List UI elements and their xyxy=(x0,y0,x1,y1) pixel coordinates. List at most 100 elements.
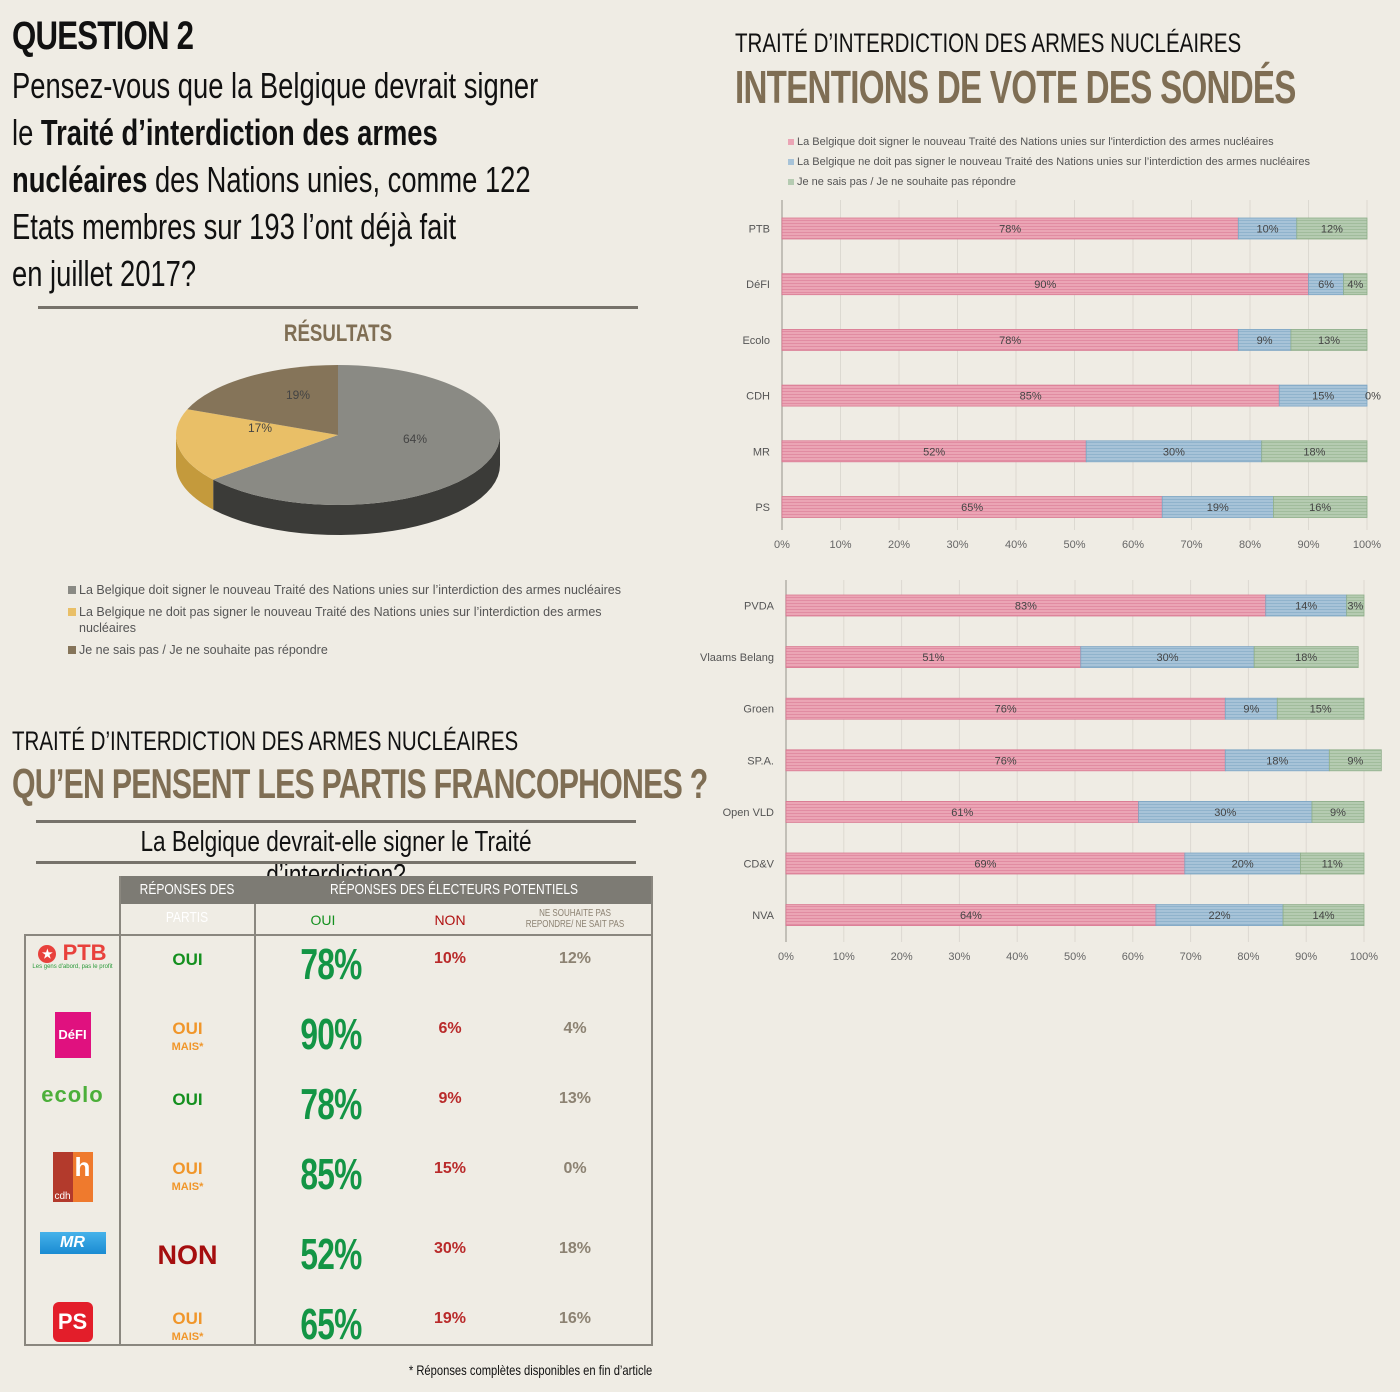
category-label: PS xyxy=(755,502,770,514)
section-title: QU’EN PENSENT LES PARTIS FRANCOPHONES ? xyxy=(12,760,708,807)
x-tick-label: 80% xyxy=(1237,951,1259,963)
pie-legend-item: La Belgique ne doit pas signer le nouvea… xyxy=(68,604,628,636)
party-answer-text: OUI xyxy=(172,1159,203,1178)
question-title: QUESTION 2 xyxy=(12,14,194,58)
question-text-plain: des Nations unies, comme 122 xyxy=(147,159,531,200)
bar-data-label: 18% xyxy=(1303,446,1325,458)
category-label: PTB xyxy=(749,224,770,236)
bar-data-label: 10% xyxy=(1257,224,1279,236)
pie-data-label: 17% xyxy=(248,421,272,435)
category-label: Open VLD xyxy=(723,807,774,819)
col-header-non: NON xyxy=(434,912,466,928)
x-tick-label: 40% xyxy=(1005,539,1027,551)
bar-data-label: 6% xyxy=(1318,279,1334,291)
voter-ns-value: 13% xyxy=(558,1090,592,1107)
pie-slice xyxy=(213,365,500,505)
voter-non-value: 30% xyxy=(433,1240,467,1257)
bar-data-label: 76% xyxy=(995,704,1017,716)
voter-oui-value: 78% xyxy=(300,940,362,989)
voter-non-value: 15% xyxy=(433,1160,467,1177)
bar-data-label: 16% xyxy=(1309,502,1331,514)
category-label: PVDA xyxy=(744,601,775,613)
bar-data-label: 69% xyxy=(974,859,996,871)
bar-data-label: 20% xyxy=(1232,859,1254,871)
x-tick-label: 90% xyxy=(1295,951,1317,963)
bar-data-label: 18% xyxy=(1266,755,1288,767)
legend-label: La Belgique ne doit pas signer le nouvea… xyxy=(79,605,602,635)
bar-data-label: 64% xyxy=(960,910,982,922)
pie-side xyxy=(213,435,500,535)
bar-legend-item: La Belgique doit signer le nouveau Trait… xyxy=(788,136,1274,148)
voter-oui-value: 85% xyxy=(300,1150,362,1199)
party-answer: OUI MAIS* xyxy=(121,1160,254,1196)
bar-data-label: 4% xyxy=(1347,279,1363,291)
party-logo-mr: MR xyxy=(26,1232,119,1254)
col-header-ns: NE SOUHAITE PAS REPONDRE/ NE SAIT PAS xyxy=(525,908,625,930)
category-label: Groen xyxy=(743,704,774,716)
voter-non-value: 10% xyxy=(433,950,467,967)
x-tick-label: 90% xyxy=(1297,539,1319,551)
voter-non-value: 19% xyxy=(433,1310,467,1327)
party-answer: OUI xyxy=(172,1090,203,1109)
party-answer-note: MAIS* xyxy=(171,1181,204,1193)
bar-segment xyxy=(1290,328,1368,351)
bar-segment xyxy=(1278,384,1368,407)
x-tick-label: 30% xyxy=(946,539,968,551)
logo-tagline: Les gens d'abord, pas le profit xyxy=(32,964,113,970)
voter-oui-value: 52% xyxy=(300,1230,362,1279)
bar-segment xyxy=(1346,594,1365,617)
header-party-responses: RÉPONSES DES PARTIS xyxy=(139,881,235,926)
x-tick-label: 40% xyxy=(1006,951,1028,963)
bar-chart-francophone: 0% 10% 20% 30% 40% 50% 60% 70% 80% 90% 100% PTB 78% 1… xyxy=(742,200,1381,551)
question-text-plain: le xyxy=(12,112,41,153)
x-tick-label: 70% xyxy=(1180,539,1202,551)
bar-chart-flemish: 0% 10% 20% 30% 40% 50% 60% 70% 80% 90% 100% PVDA 83%… xyxy=(700,580,1382,963)
voter-ns-value: 12% xyxy=(558,950,592,967)
voter-ns-value: 18% xyxy=(558,1240,592,1257)
logo-text: cdh xyxy=(52,1152,73,1202)
x-tick-label: 50% xyxy=(1064,951,1086,963)
bar-data-label: 30% xyxy=(1214,807,1236,819)
party-answer: OUI MAIS* xyxy=(121,1020,254,1056)
divider xyxy=(36,820,636,823)
bar-segment xyxy=(1253,646,1359,668)
voter-oui-value: 78% xyxy=(300,1080,362,1129)
x-tick-label: 0% xyxy=(774,539,790,551)
party-logo-cdh: cdh h xyxy=(26,1152,119,1204)
x-tick-label: 60% xyxy=(1122,539,1144,551)
bar-segment xyxy=(1328,749,1382,772)
party-answer-note: MAIS* xyxy=(171,1041,204,1053)
bar-data-label: 15% xyxy=(1310,704,1332,716)
category-label: CD&V xyxy=(743,859,774,871)
bar-data-label: 13% xyxy=(1318,335,1340,347)
table-border xyxy=(24,1344,653,1346)
voter-non-value: 9% xyxy=(438,1090,462,1107)
bar-data-label: 12% xyxy=(1321,224,1343,236)
right-kicker: TRAITÉ D’INTERDICTION DES ARMES NUCLÉAIR… xyxy=(735,28,1242,58)
legend-swatch xyxy=(788,179,794,185)
party-logo-ecolo: ecolo xyxy=(26,1082,119,1108)
bar-data-label: 78% xyxy=(999,224,1021,236)
bar-data-label: 61% xyxy=(951,807,973,819)
party-answer-text: OUI xyxy=(172,1019,203,1038)
header-voter-responses: RÉPONSES DES ÉLECTEURS POTENTIELS xyxy=(329,881,579,898)
party-answer-note: MAIS* xyxy=(171,1331,204,1343)
x-tick-label: 20% xyxy=(891,951,913,963)
bar-data-label: 76% xyxy=(995,755,1017,767)
party-logo-ps: PS xyxy=(26,1302,119,1342)
bar-segment xyxy=(1311,800,1365,823)
bar-data-label: 22% xyxy=(1208,910,1230,922)
legend-label: La Belgique doit signer le nouveau Trait… xyxy=(79,583,621,597)
party-answer-text: OUI xyxy=(172,1309,203,1328)
bar-segment xyxy=(1261,440,1368,463)
table-border xyxy=(254,904,256,1346)
bar-segment xyxy=(1300,852,1365,875)
category-label: SP.A. xyxy=(747,755,774,767)
logo-text: MR xyxy=(39,1232,106,1254)
bar-data-label: 14% xyxy=(1313,910,1335,922)
bar-data-label: 19% xyxy=(1207,502,1229,514)
x-tick-label: 100% xyxy=(1350,951,1378,963)
question-text: Pensez-vous que la Belgique devrait sign… xyxy=(12,62,635,297)
question-line-2: le Traité d’interdiction des armes xyxy=(12,109,635,156)
pie-data-label: 19% xyxy=(286,388,310,402)
